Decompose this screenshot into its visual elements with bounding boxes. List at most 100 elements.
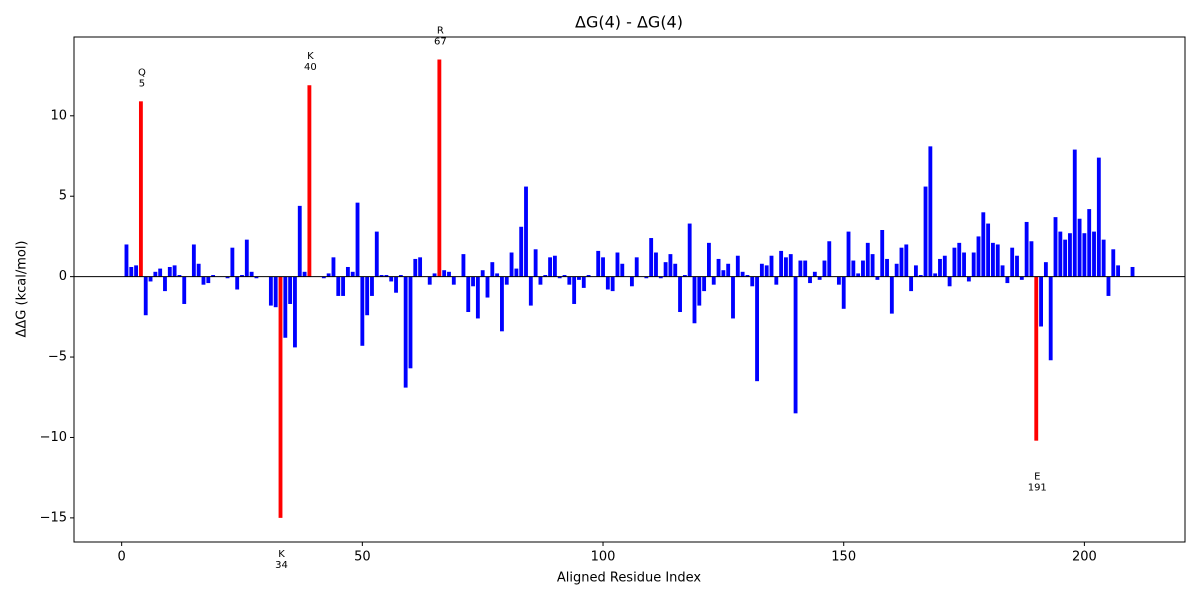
bar: [370, 276, 374, 296]
bar: [153, 271, 158, 277]
x-tick-label: 150: [831, 550, 856, 565]
annotation: 5: [139, 78, 145, 89]
bar: [731, 276, 735, 319]
bar: [394, 276, 398, 293]
bar: [577, 276, 581, 280]
y-tick-label: 10: [50, 108, 67, 123]
bar: [586, 275, 591, 277]
bar: [302, 271, 307, 277]
bar: [803, 260, 808, 277]
bar: [471, 276, 475, 287]
bar: [1063, 239, 1068, 277]
bar: [466, 276, 471, 313]
bar: [692, 276, 697, 324]
bar: [644, 276, 649, 279]
bar: [1092, 231, 1096, 277]
bar: [740, 271, 745, 277]
bar: [278, 276, 283, 518]
bar: [485, 276, 490, 298]
bar: [475, 276, 480, 319]
bar: [519, 226, 524, 277]
bar: [432, 273, 437, 277]
bar: [875, 276, 880, 280]
bar: [172, 265, 177, 277]
bar: [716, 258, 721, 277]
bar: [427, 276, 432, 285]
bar: [1005, 276, 1010, 284]
bar: [909, 276, 914, 292]
bar: [769, 255, 774, 277]
bar: [143, 276, 148, 316]
bar: [384, 275, 389, 277]
bar: [755, 276, 759, 382]
bar: [581, 276, 586, 288]
bar: [524, 186, 528, 277]
bar: [562, 275, 567, 277]
bar: [201, 276, 206, 285]
bar: [788, 254, 793, 277]
bar: [880, 229, 885, 277]
bar: [240, 275, 244, 277]
bar: [283, 276, 288, 338]
bar: [191, 244, 196, 277]
bar: [976, 236, 981, 277]
bar: [918, 275, 923, 277]
bar: [413, 258, 418, 277]
bar: [345, 266, 350, 277]
bar: [899, 247, 904, 277]
bar: [981, 212, 986, 277]
bar: [822, 260, 827, 277]
bar: [1101, 239, 1106, 277]
bar: [846, 231, 851, 277]
bar: [601, 257, 605, 277]
bar: [687, 223, 692, 277]
bar: [966, 276, 971, 282]
annotation: K: [307, 51, 314, 62]
bar: [495, 273, 500, 277]
bar: [764, 265, 769, 277]
bar: [1072, 149, 1077, 277]
bar: [658, 276, 663, 279]
bar: [995, 244, 1000, 277]
bar: [1043, 262, 1048, 277]
bar: [678, 276, 682, 313]
bar: [928, 146, 933, 277]
y-tick-label: −5: [48, 350, 67, 365]
annotation: K: [278, 549, 285, 560]
bar: [1106, 276, 1111, 296]
bar: [567, 276, 572, 285]
bar: [726, 263, 731, 277]
bar: [1015, 255, 1019, 277]
bar: [138, 101, 143, 277]
bar: [403, 276, 408, 388]
bar: [163, 276, 167, 292]
bar: [148, 276, 153, 282]
bar: [244, 239, 249, 277]
bar: [861, 260, 865, 277]
bar: [986, 223, 991, 277]
annotation: 191: [1028, 483, 1047, 494]
bar: [673, 263, 678, 277]
x-tick-label: 0: [118, 550, 126, 565]
bar: [649, 238, 654, 277]
bar: [808, 276, 812, 284]
bar: [437, 59, 442, 277]
bar: [913, 265, 918, 277]
bar: [1024, 221, 1029, 277]
bar: [620, 263, 625, 277]
bar: [408, 276, 413, 369]
bar: [793, 276, 798, 414]
bar: [124, 244, 129, 277]
bar: [398, 275, 403, 277]
bar: [336, 276, 341, 296]
bar: [605, 276, 610, 290]
bar: [293, 276, 297, 348]
bar: [947, 276, 952, 287]
bar: [721, 270, 726, 277]
bar: [1087, 209, 1092, 277]
bar: [182, 276, 187, 304]
bar: [952, 247, 957, 277]
bar: [856, 273, 861, 277]
bar: [1058, 231, 1063, 277]
